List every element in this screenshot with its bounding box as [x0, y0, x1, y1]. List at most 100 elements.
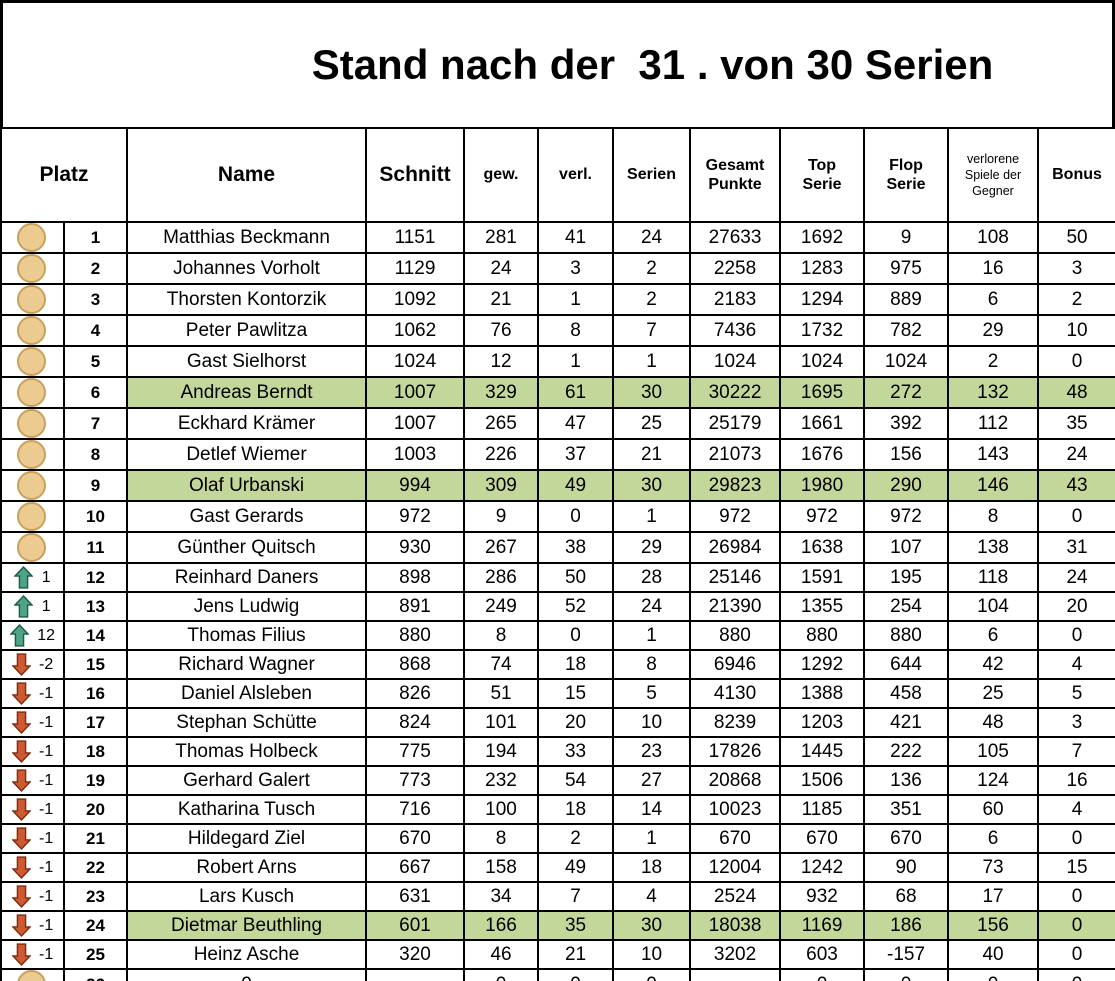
top-serie-cell: 603 [779, 939, 866, 970]
gesamt-punkte-cell: 3202 [689, 939, 782, 970]
rank-change-value: -1 [39, 916, 54, 934]
verlorene-cell: 6 [947, 283, 1040, 316]
rank-change-cell [0, 221, 65, 254]
rank-down-icon [11, 740, 31, 763]
player-name-cell: Detlef Wiemer [126, 438, 368, 471]
verl-cell: 0 [537, 620, 615, 651]
schnitt-cell: 891 [365, 591, 466, 622]
verlorene-cell: 105 [947, 736, 1040, 767]
rank-number-cell: 20 [62, 794, 129, 825]
flop-serie-cell: -157 [863, 939, 950, 970]
rank-number-cell: 15 [62, 649, 129, 680]
gesamt-punkte-cell: 2258 [689, 252, 782, 285]
rank-change-cell [0, 469, 65, 502]
serien-cell: 24 [612, 221, 692, 254]
verlorene-cell: 17 [947, 881, 1040, 912]
top-serie-cell: 1203 [779, 707, 866, 738]
rank-same-icon [16, 224, 46, 251]
verl-cell: 35 [537, 910, 615, 941]
verl-cell: 50 [537, 562, 615, 593]
rank-down-icon [11, 711, 31, 734]
table-row: 26 0 0 0 0 0 0 0 0 [0, 968, 1115, 981]
gesamt-punkte-cell: 25179 [689, 407, 782, 440]
table-row: 1 12 Reinhard Daners 898 286 50 28 25146… [0, 562, 1115, 593]
player-name-cell: Robert Arns [126, 852, 368, 883]
schnitt-cell: 994 [365, 469, 466, 502]
bonus-cell: 0 [1037, 910, 1115, 941]
verlorene-cell: 73 [947, 852, 1040, 883]
rank-number-cell: 7 [62, 407, 129, 440]
table-row: -1 25 Heinz Asche 320 46 21 10 3202 603 … [0, 939, 1115, 970]
rank-change-cell [0, 283, 65, 316]
player-name-cell: Gerhard Galert [126, 765, 368, 796]
verlorene-cell: 132 [947, 376, 1040, 409]
schnitt-cell: 1092 [365, 283, 466, 316]
gew-cell: 194 [463, 736, 540, 767]
verl-cell: 49 [537, 852, 615, 883]
table-row: -2 15 Richard Wagner 868 74 18 8 6946 12… [0, 649, 1115, 680]
flop-serie-cell: 136 [863, 765, 950, 796]
rank-change-cell: -1 [0, 881, 65, 912]
gesamt-punkte-cell: 880 [689, 620, 782, 651]
rank-down-icon [11, 914, 31, 937]
player-name-cell: Peter Pawlitza [126, 314, 368, 347]
verl-cell: 0 [537, 500, 615, 533]
player-name-cell: Andreas Berndt [126, 376, 368, 409]
flop-serie-cell: 1024 [863, 345, 950, 378]
flop-serie-cell: 458 [863, 678, 950, 709]
gesamt-punkte-cell: 26984 [689, 531, 782, 564]
verl-cell: 3 [537, 252, 615, 285]
verl-cell: 49 [537, 469, 615, 502]
rank-number-cell: 19 [62, 765, 129, 796]
table-row: -1 21 Hildegard Ziel 670 8 2 1 670 670 6… [0, 823, 1115, 854]
player-name-cell: Daniel Alsleben [126, 678, 368, 709]
gesamt-punkte-cell: 21073 [689, 438, 782, 471]
rank-number-cell: 17 [62, 707, 129, 738]
player-name-cell: Johannes Vorholt [126, 252, 368, 285]
flop-serie-cell: 68 [863, 881, 950, 912]
gew-cell: 34 [463, 881, 540, 912]
rank-change-cell [0, 345, 65, 378]
rank-number-cell: 1 [62, 221, 129, 254]
verlorene-cell: 112 [947, 407, 1040, 440]
rank-same-icon [16, 379, 46, 406]
rank-number-cell: 5 [62, 345, 129, 378]
rank-down-icon [11, 827, 31, 850]
top-serie-cell: 880 [779, 620, 866, 651]
top-serie-cell: 1169 [779, 910, 866, 941]
col-header-schnitt: Schnitt [365, 127, 466, 223]
rank-number-cell: 18 [62, 736, 129, 767]
rank-change-cell: -1 [0, 910, 65, 941]
top-serie-cell: 0 [779, 968, 866, 981]
gew-cell: 166 [463, 910, 540, 941]
verlorene-cell: 6 [947, 620, 1040, 651]
gew-cell: 12 [463, 345, 540, 378]
top-serie-cell: 932 [779, 881, 866, 912]
gesamt-punkte-cell: 4130 [689, 678, 782, 709]
rank-change-cell [0, 968, 65, 981]
rank-up-icon [14, 595, 34, 618]
bonus-cell: 20 [1037, 591, 1115, 622]
col-header-name: Name [126, 127, 368, 223]
rank-change-cell: -1 [0, 736, 65, 767]
rank-number-cell: 2 [62, 252, 129, 285]
verlorene-cell: 8 [947, 500, 1040, 533]
serien-cell: 30 [612, 469, 692, 502]
verl-cell: 8 [537, 314, 615, 347]
serien-cell: 24 [612, 591, 692, 622]
rank-change-cell [0, 438, 65, 471]
col-header-bonus: Bonus [1037, 127, 1115, 223]
rank-number-cell: 3 [62, 283, 129, 316]
gesamt-punkte-cell: 18038 [689, 910, 782, 941]
table-row: 5 Gast Sielhorst 1024 12 1 1 1024 1024 1… [0, 345, 1115, 378]
verlorene-cell: 124 [947, 765, 1040, 796]
gesamt-punkte-cell [689, 968, 782, 981]
flop-serie-cell: 156 [863, 438, 950, 471]
serien-cell: 8 [612, 649, 692, 680]
serien-cell: 1 [612, 823, 692, 854]
col-header-gesamt: Gesamt Punkte [689, 127, 782, 223]
rank-change-value: -2 [39, 655, 54, 673]
gew-cell: 100 [463, 794, 540, 825]
bonus-cell: 0 [1037, 939, 1115, 970]
col-header-serien: Serien [612, 127, 692, 223]
